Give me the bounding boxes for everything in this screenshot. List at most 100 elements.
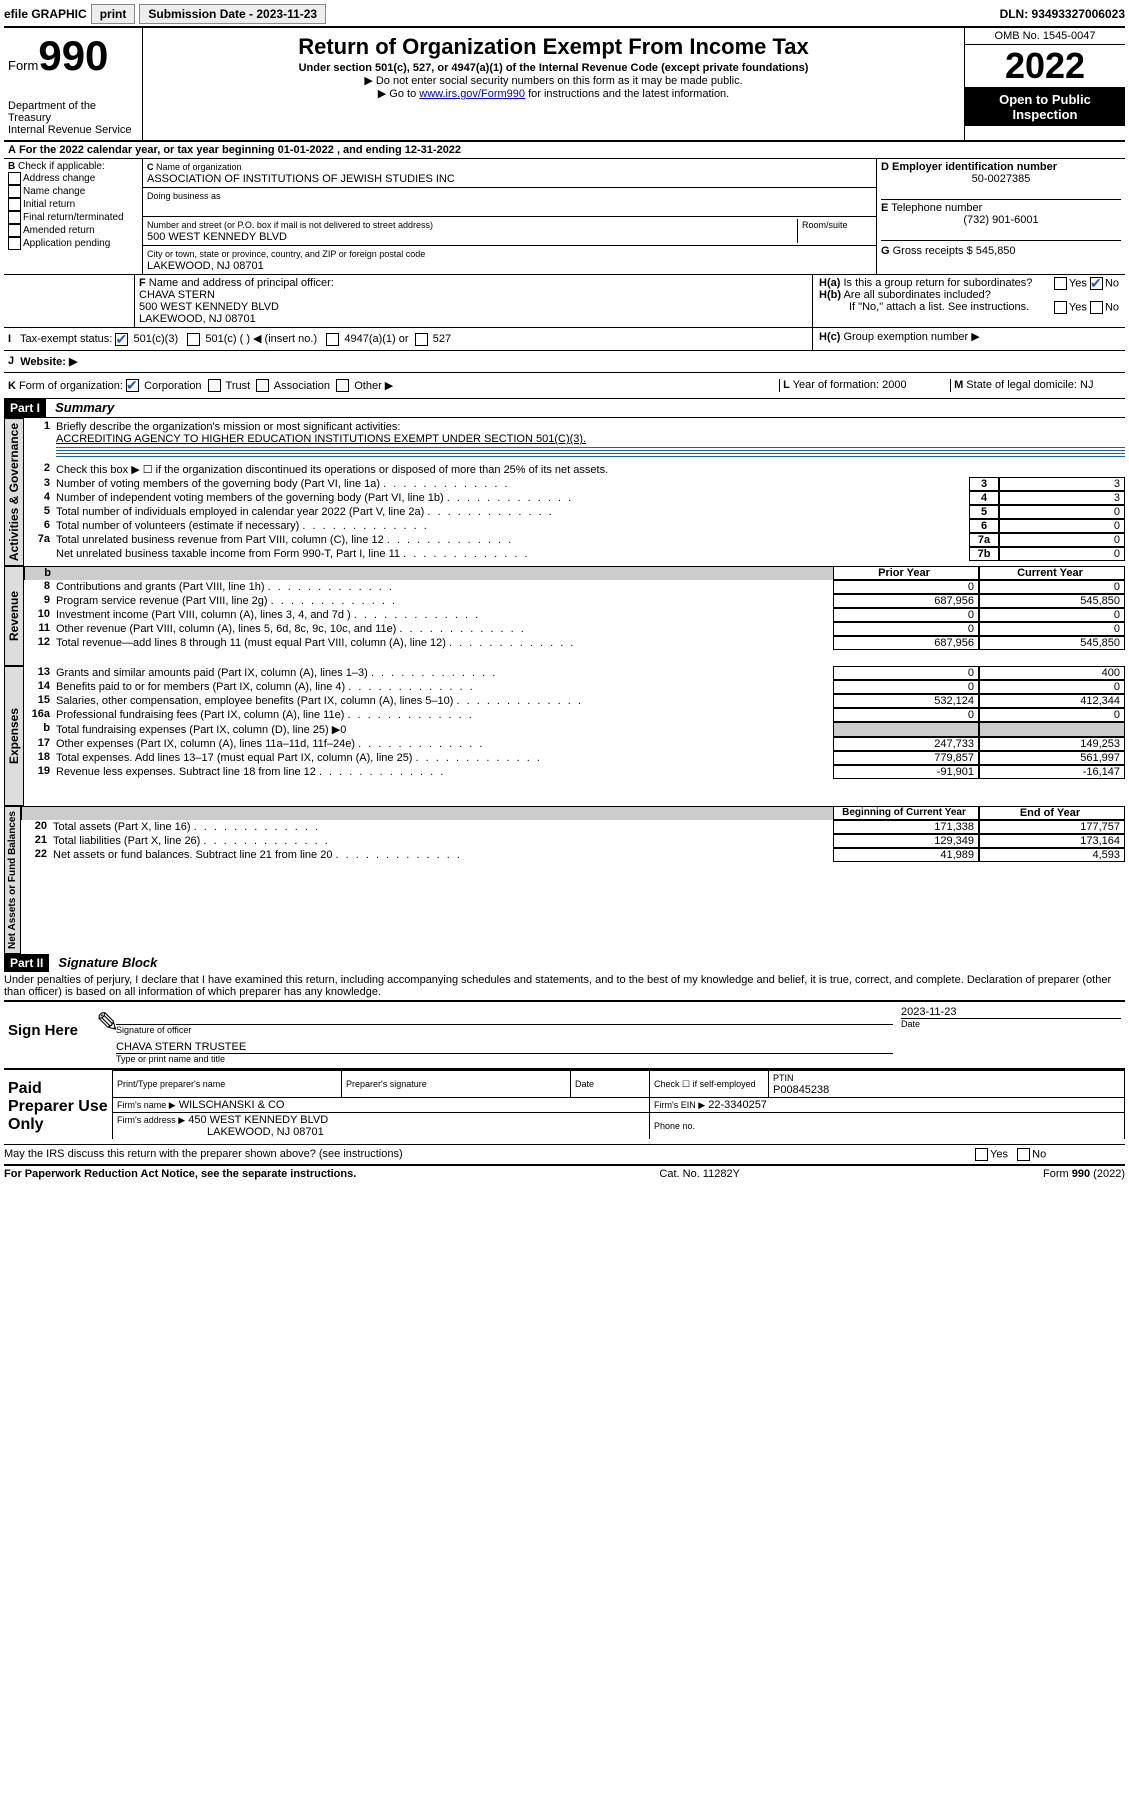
- top-toolbar: efile GRAPHIC print Submission Date - 20…: [4, 4, 1125, 28]
- col-beginning-year: Beginning of Current Year: [833, 806, 979, 820]
- gross-receipts-value: 545,850: [976, 245, 1016, 257]
- street-value: 500 WEST KENNEDY BLVD: [147, 231, 287, 243]
- line-text: Revenue less expenses. Subtract line 18 …: [56, 765, 833, 779]
- irs-form990-link[interactable]: www.irs.gov/Form990: [419, 88, 525, 100]
- line-text: Benefits paid to or for members (Part IX…: [56, 680, 833, 694]
- chk-final-return[interactable]: [8, 211, 21, 224]
- chk-hb-no[interactable]: [1090, 301, 1103, 314]
- line-text: Total fundraising expenses (Part IX, col…: [56, 722, 833, 737]
- chk-corporation[interactable]: [126, 379, 139, 392]
- end-value: 173,164: [979, 834, 1125, 848]
- end-value: 177,757: [979, 820, 1125, 834]
- current-value: 412,344: [979, 694, 1125, 708]
- chk-name-change[interactable]: [8, 185, 21, 198]
- chk-501c[interactable]: [187, 333, 200, 346]
- firm-addr2: LAKEWOOD, NJ 08701: [117, 1126, 324, 1138]
- print-button[interactable]: print: [91, 4, 136, 24]
- sign-here-label: Sign Here: [4, 1002, 92, 1068]
- beginning-value: 41,989: [833, 848, 979, 862]
- chk-initial-return[interactable]: [8, 198, 21, 211]
- line-text: Investment income (Part VIII, column (A)…: [56, 608, 833, 622]
- line-key: 7a: [969, 533, 999, 547]
- chk-application-pending[interactable]: [8, 237, 21, 250]
- line-text: Total number of volunteers (estimate if …: [56, 519, 969, 533]
- sign-date-value: 2023-11-23: [901, 1006, 1121, 1019]
- ptin-value: P00845238: [773, 1084, 829, 1096]
- prior-value: 0: [833, 580, 979, 594]
- current-value: 561,997: [979, 751, 1125, 765]
- line-text: Professional fundraising fees (Part IX, …: [56, 708, 833, 722]
- chk-address-change[interactable]: [8, 172, 21, 185]
- line-text: Contributions and grants (Part VIII, lin…: [56, 580, 833, 594]
- line-a-taxyear: A For the 2022 calendar year, or tax yea…: [4, 142, 1125, 159]
- org-name-label: Name of organization: [156, 162, 242, 172]
- chk-527[interactable]: [415, 333, 428, 346]
- submission-date-button[interactable]: Submission Date - 2023-11-23: [139, 4, 326, 24]
- prior-value: 687,956: [833, 594, 979, 608]
- beginning-value: 129,349: [833, 834, 979, 848]
- prior-value: 779,857: [833, 751, 979, 765]
- city-value: LAKEWOOD, NJ 08701: [147, 260, 264, 272]
- chk-4947[interactable]: [326, 333, 339, 346]
- paid-preparer-label: Paid Preparer Use Only: [4, 1070, 112, 1144]
- chk-amended-return[interactable]: [8, 224, 21, 237]
- ein-value: 50-0027385: [881, 173, 1121, 185]
- dba-label: Doing business as: [147, 191, 221, 201]
- line-value: 0: [999, 519, 1125, 533]
- officer-name: CHAVA STERN: [139, 289, 215, 301]
- chk-trust[interactable]: [208, 379, 221, 392]
- chk-discuss-yes[interactable]: [975, 1148, 988, 1161]
- chk-hb-yes[interactable]: [1054, 301, 1067, 314]
- year-formation-value: 2000: [882, 379, 906, 391]
- current-value: 0: [979, 608, 1125, 622]
- form-number: 990: [38, 32, 108, 79]
- officer-addr2: LAKEWOOD, NJ 08701: [139, 313, 256, 325]
- ein-label: Employer identification number: [892, 161, 1057, 173]
- header-sub1: Under section 501(c), 527, or 4947(a)(1)…: [147, 62, 960, 74]
- current-value: 0: [979, 622, 1125, 636]
- footer-right: Form 990 (2022): [1043, 1168, 1125, 1180]
- form-org-label: Form of organization:: [19, 380, 123, 392]
- current-value: 545,850: [979, 594, 1125, 608]
- col-current-year: Current Year: [979, 566, 1125, 580]
- line-text: Total number of individuals employed in …: [56, 505, 969, 519]
- irs-label: Internal Revenue Service: [8, 124, 138, 136]
- taxyear-text: For the 2022 calendar year, or tax year …: [19, 144, 461, 156]
- hc-label: Group exemption number ▶: [843, 331, 979, 343]
- dln-label: DLN: 93493327006023: [1000, 7, 1125, 21]
- chk-ha-yes[interactable]: [1054, 277, 1067, 290]
- street-label: Number and street (or P.O. box if mail i…: [147, 220, 433, 230]
- line-text: Net unrelated business taxable income fr…: [56, 547, 969, 561]
- firm-ein: 22-3340257: [708, 1099, 767, 1111]
- prior-value: -91,901: [833, 765, 979, 779]
- line-value: 0: [999, 533, 1125, 547]
- chk-association[interactable]: [256, 379, 269, 392]
- line-key: 7b: [969, 547, 999, 561]
- current-value: 0: [979, 580, 1125, 594]
- hb-label: Are all subordinates included?: [843, 289, 990, 301]
- phone-value: (732) 901-6001: [881, 214, 1121, 226]
- line-value: 3: [999, 491, 1125, 505]
- tab-net-assets: Net Assets or Fund Balances: [4, 806, 21, 954]
- part1-header: Part I: [4, 399, 46, 417]
- line-key: 3: [969, 477, 999, 491]
- prior-value: 0: [833, 680, 979, 694]
- goto-pre: ▶ Go to: [378, 88, 419, 100]
- line1-label: Briefly describe the organization's miss…: [56, 421, 400, 433]
- line-key: 6: [969, 519, 999, 533]
- prior-value: 687,956: [833, 636, 979, 650]
- line2-text: Check this box ▶ ☐ if the organization d…: [56, 462, 1125, 477]
- tax-status-label: Tax-exempt status:: [20, 333, 112, 345]
- line-key: 4: [969, 491, 999, 505]
- line-text: Total revenue—add lines 8 through 11 (mu…: [56, 636, 833, 650]
- chk-501c3[interactable]: [115, 333, 128, 346]
- prior-value: 247,733: [833, 737, 979, 751]
- chk-other[interactable]: [336, 379, 349, 392]
- perjury-declaration: Under penalties of perjury, I declare th…: [4, 972, 1125, 1000]
- footer-left: For Paperwork Reduction Act Notice, see …: [4, 1168, 356, 1180]
- chk-ha-no[interactable]: [1090, 277, 1103, 290]
- line-text: Number of independent voting members of …: [56, 491, 969, 505]
- chk-discuss-no[interactable]: [1017, 1148, 1030, 1161]
- line-text: Other revenue (Part VIII, column (A), li…: [56, 622, 833, 636]
- prior-value: 532,124: [833, 694, 979, 708]
